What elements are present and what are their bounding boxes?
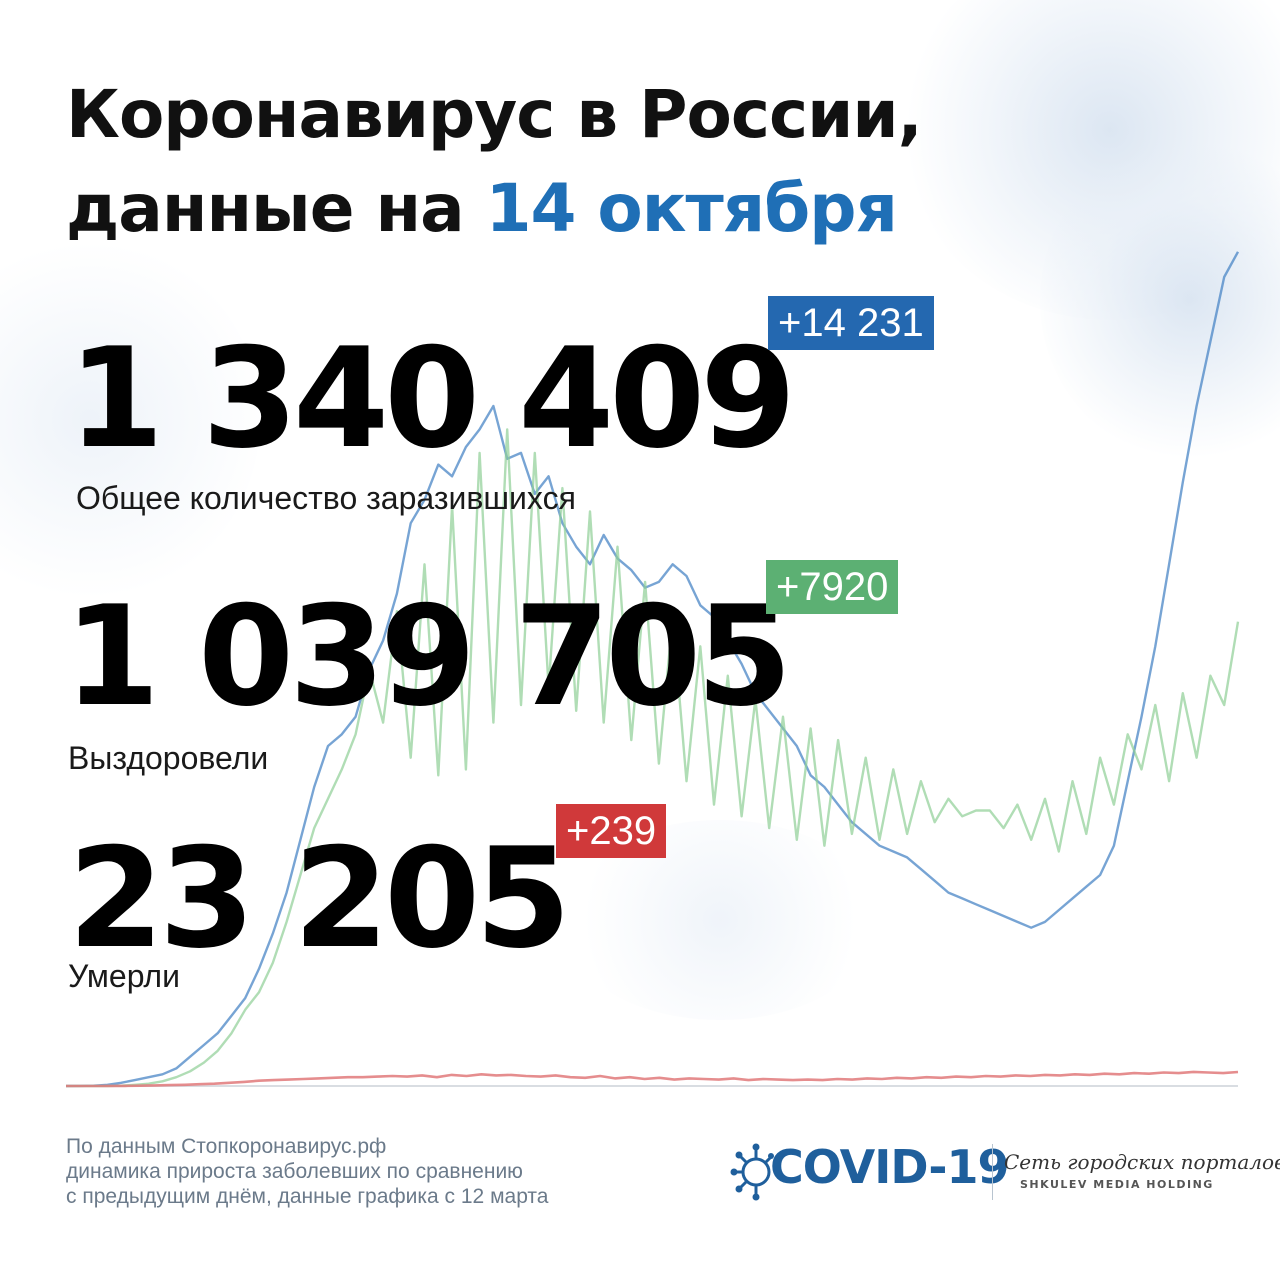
brand-logo: COVID-19 Сеть городских порталов SHKULEV… [730, 1134, 1280, 1214]
series-line-2 [66, 1070, 1239, 1088]
frost-decoration [1040, 140, 1280, 460]
title-prefix: данные на [66, 170, 486, 247]
source-note: По данным Стопкоронавирус.рф динамика пр… [66, 1134, 548, 1209]
virus-icon [730, 1143, 774, 1201]
title-line-2: данные на 14 октября [66, 162, 922, 256]
title-line-1: Коронавирус в России, [66, 76, 923, 153]
infected-total: 1 340 409 [68, 318, 796, 479]
recovered-total: 1 039 705 [64, 576, 792, 737]
title-date: 14 октября [485, 170, 898, 247]
deaths-label: Умерли [68, 958, 180, 994]
recovered-label: Выздоровели [68, 740, 269, 776]
source-line-3: с предыдущим днём, данные графика с 12 м… [66, 1185, 549, 1208]
source-line-2: динамика прироста заболевших по сравнени… [66, 1160, 523, 1183]
logo-title: COVID-19 [770, 1140, 1009, 1194]
page-title: Коронавирус в России, данные на 14 октяб… [66, 68, 923, 256]
deaths-total: 23 205 [68, 818, 571, 979]
logo-holding: SHKULEV MEDIA HOLDING [1020, 1178, 1214, 1191]
series-line-0 [65, 251, 1240, 1088]
infected-delta-badge: +14 231 [768, 296, 934, 350]
infected-label: Общее количество заразившихся [76, 480, 576, 516]
deaths-delta-badge: +239 [556, 804, 667, 858]
recovered-delta-badge: +7920 [766, 560, 899, 614]
logo-divider [992, 1144, 993, 1200]
series-line-1 [66, 428, 1240, 1088]
frost-decoration [0, 240, 260, 600]
logo-network: Сеть городских порталов [1004, 1150, 1280, 1174]
source-line-1: По данным Стопкоронавирус.рф [66, 1135, 387, 1158]
